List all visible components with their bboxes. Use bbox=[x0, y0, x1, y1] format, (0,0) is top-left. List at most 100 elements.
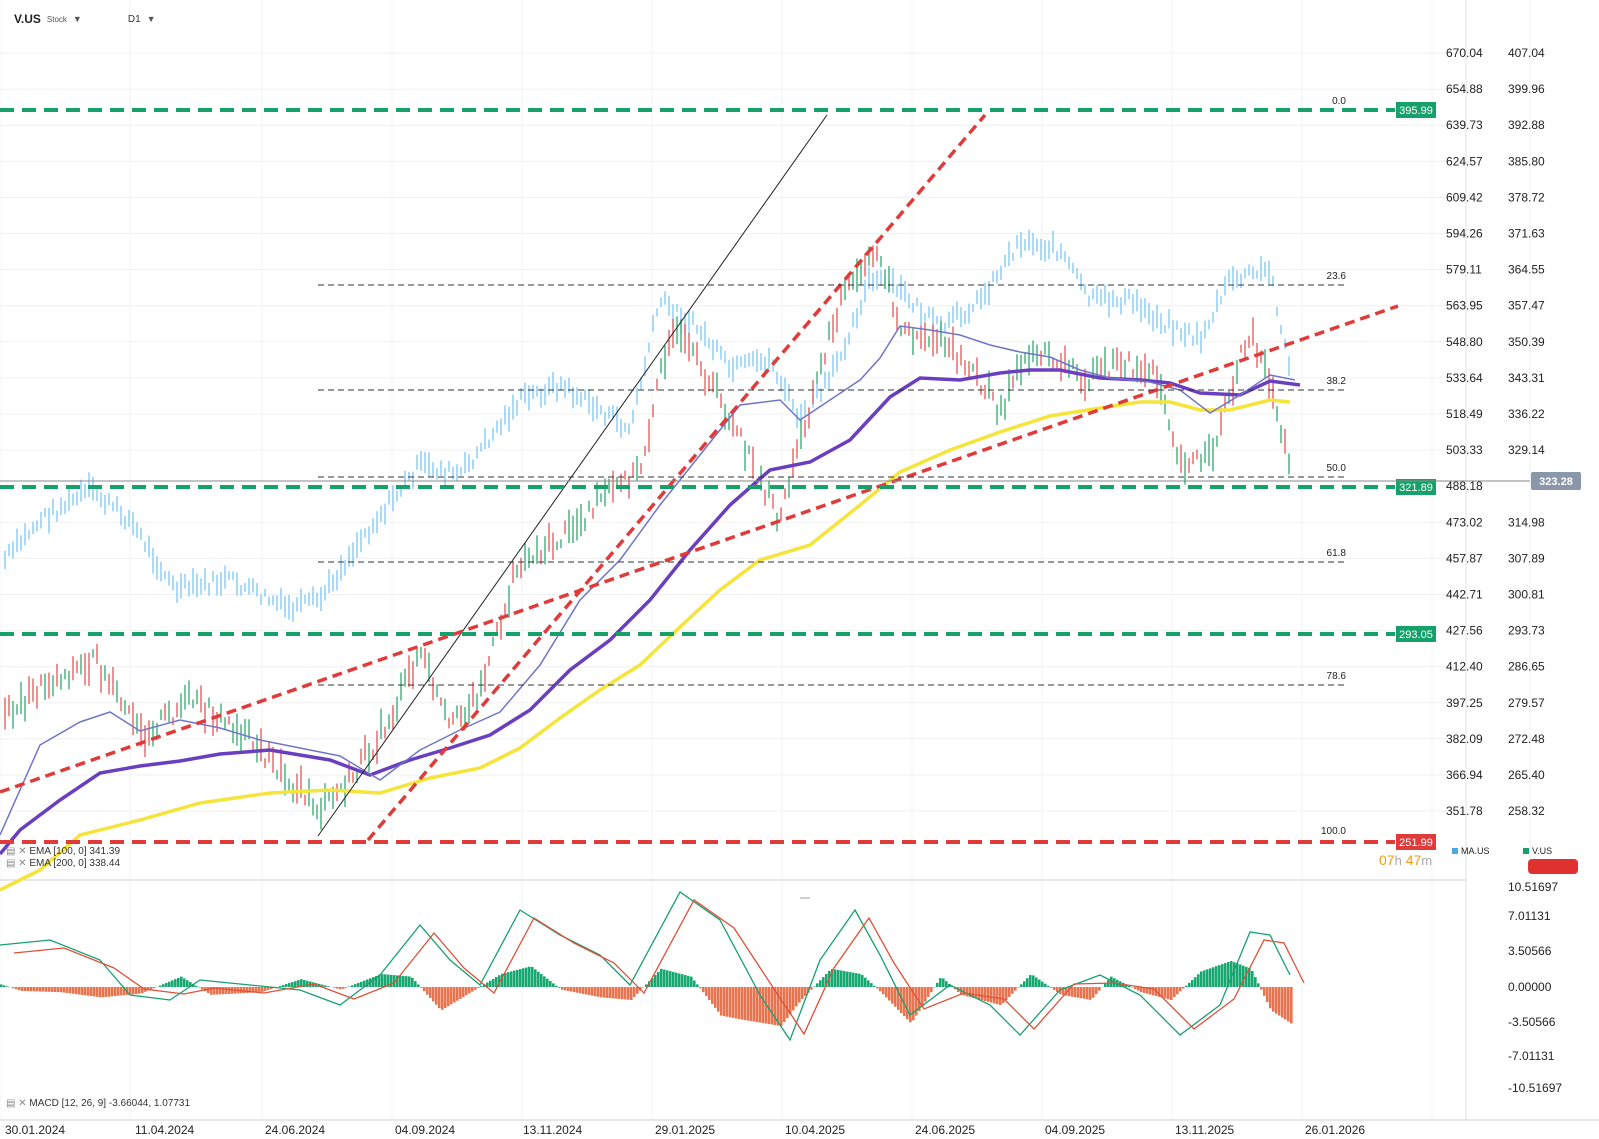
price-tick-label-secondary: 399.96 bbox=[1508, 82, 1545, 96]
price-tick-label: 397.25 bbox=[1446, 696, 1483, 710]
ema-100-line bbox=[0, 368, 1301, 856]
macd-axis: 10.51697 7.01131 3.50566 0.00000 -3.50566 -7.… bbox=[1508, 880, 1562, 1095]
fib-label: 38.2 bbox=[1327, 376, 1347, 387]
price-tick-label: 518.49 bbox=[1446, 407, 1483, 421]
fib-label: 23.6 bbox=[1327, 271, 1347, 282]
price-tick-label: 533.64 bbox=[1446, 371, 1483, 385]
price-tick-label-secondary: 307.89 bbox=[1508, 551, 1545, 565]
date-tick-label: 26.01.2026 bbox=[1305, 1123, 1365, 1137]
date-tick-label: 04.09.2025 bbox=[1045, 1123, 1105, 1137]
level-price-badge bbox=[1396, 626, 1436, 642]
candles bbox=[4, 229, 1290, 830]
price-tick-label-secondary: 343.31 bbox=[1508, 371, 1545, 385]
price-tick-label: 382.09 bbox=[1446, 732, 1483, 746]
macd-pane bbox=[0, 891, 1305, 1042]
price-tick-label-secondary: 258.32 bbox=[1508, 804, 1545, 818]
macd-tick-label: -7.01131 bbox=[1508, 1049, 1555, 1063]
price-tick-label-secondary: 378.72 bbox=[1508, 190, 1545, 204]
price-tick-label-secondary: 392.88 bbox=[1508, 118, 1545, 132]
price-tick-label-secondary: 329.14 bbox=[1508, 443, 1545, 457]
price-tick-label: 412.40 bbox=[1446, 660, 1483, 674]
macd-tick-label: -10.51697 bbox=[1508, 1081, 1562, 1095]
price-tick-label: 624.57 bbox=[1446, 154, 1483, 168]
date-tick-label: 24.06.2025 bbox=[915, 1123, 975, 1137]
level-price-label: 293.05 bbox=[1399, 629, 1433, 641]
ema-200-line bbox=[0, 398, 1291, 892]
horizontal-levels[interactable]: 395.99 321.89 293.05 251.99 bbox=[0, 102, 1436, 850]
trend-line-red-steep bbox=[366, 113, 987, 842]
price-tick-label-secondary: 314.98 bbox=[1508, 515, 1545, 529]
date-tick-label: 04.09.2024 bbox=[395, 1123, 455, 1137]
price-tick-label: 488.18 bbox=[1446, 479, 1483, 493]
price-axis-primary: 670.04 654.88 639.73 624.57 609.42 594.26 579.… bbox=[1446, 46, 1483, 818]
level-price-badge bbox=[1396, 834, 1436, 850]
sell-indicator[interactable] bbox=[1528, 859, 1578, 874]
price-tick-label-secondary: 357.47 bbox=[1508, 299, 1545, 313]
grid bbox=[0, 0, 1466, 1120]
symbol-label[interactable]: V.US bbox=[14, 12, 41, 26]
price-tick-label: 670.04 bbox=[1446, 46, 1483, 60]
date-tick-label: 30.01.2024 bbox=[5, 1123, 65, 1137]
close-icon[interactable]: ▤ ✕ bbox=[6, 1098, 30, 1109]
price-tick-label: 351.78 bbox=[1446, 804, 1483, 818]
date-tick-label: 11.04.2024 bbox=[135, 1123, 194, 1137]
price-tick-label: 609.42 bbox=[1446, 190, 1483, 204]
macd-tick-label: 7.01131 bbox=[1508, 909, 1551, 923]
price-tick-label: 442.71 bbox=[1446, 588, 1483, 602]
ema-legend: ▤ ✕ EMA [100, 0] 341.39 ▤ ✕ EMA [200, 0]… bbox=[6, 846, 120, 870]
date-tick-label: 13.11.2025 bbox=[1175, 1123, 1234, 1137]
macd-tick-label: 0.00000 bbox=[1508, 980, 1552, 994]
level-price-label: 395.99 bbox=[1399, 105, 1433, 117]
price-tick-label-secondary: 364.55 bbox=[1508, 263, 1545, 277]
ma-color-icon bbox=[1452, 848, 1458, 854]
symbol-color-icon bbox=[1523, 848, 1529, 854]
close-icon[interactable]: ▤ ✕ bbox=[6, 858, 30, 869]
level-price-label: 251.99 bbox=[1399, 837, 1433, 849]
ma-legend[interactable]: MA.US bbox=[1452, 846, 1490, 856]
price-tick-label-secondary: 350.39 bbox=[1508, 335, 1545, 349]
ema-legend-item[interactable]: ▤ ✕ EMA [200, 0] 338.44 bbox=[6, 858, 121, 869]
fib-label: 0.0 bbox=[1332, 96, 1346, 107]
fib-label: 78.6 bbox=[1327, 671, 1347, 682]
date-tick-label: 10.04.2025 bbox=[785, 1123, 845, 1137]
price-tick-label: 427.56 bbox=[1446, 624, 1483, 638]
fib-label: 61.8 bbox=[1327, 548, 1347, 559]
price-tick-label-secondary: 265.40 bbox=[1508, 768, 1545, 782]
trend-line-red-low bbox=[0, 304, 1399, 794]
price-tick-label-secondary: 286.65 bbox=[1508, 660, 1545, 674]
price-tick-label-secondary: 279.57 bbox=[1508, 696, 1545, 710]
price-tick-label-secondary: 407.04 bbox=[1508, 46, 1545, 60]
current-price-label: 323.28 bbox=[1539, 476, 1573, 488]
price-tick-label: 366.94 bbox=[1446, 768, 1483, 782]
ema-50-line bbox=[0, 325, 1296, 836]
price-tick-label: 473.02 bbox=[1446, 515, 1483, 529]
price-tick-label-secondary: 385.80 bbox=[1508, 154, 1545, 168]
price-axis-secondary: 407.04 399.96 392.88 385.80 378.72 371.63 364.… bbox=[1508, 46, 1545, 818]
close-icon[interactable]: ▤ ✕ bbox=[6, 846, 30, 857]
macd-tick-label: 10.51697 bbox=[1508, 880, 1558, 894]
instrument-type: Stock bbox=[46, 14, 67, 24]
timeframe-dropdown-icon[interactable]: ▼ bbox=[146, 14, 156, 24]
price-tick-label-secondary: 293.73 bbox=[1508, 624, 1545, 638]
price-tick-label: 654.88 bbox=[1446, 82, 1483, 96]
symbol-dropdown-icon[interactable]: ▼ bbox=[72, 14, 82, 24]
level-price-badge bbox=[1396, 479, 1436, 495]
macd-legend[interactable]: ▤ ✕ MACD [12, 26, 9] -3.66044, 1.07731 bbox=[6, 1098, 191, 1109]
price-tick-label: 579.11 bbox=[1446, 263, 1482, 277]
chart-header: V.US Stock ▼ D1 ▼ bbox=[14, 8, 156, 30]
level-price-badge bbox=[1396, 102, 1436, 118]
price-tick-label-secondary: 272.48 bbox=[1508, 732, 1545, 746]
macd-tick-label: 3.50566 bbox=[1508, 944, 1552, 958]
price-tick-label: 639.73 bbox=[1446, 118, 1483, 132]
date-axis: 30.01.2024 11.04.2024 24.06.2024 04.09.2024… bbox=[5, 1123, 1365, 1137]
price-tick-label: 548.80 bbox=[1446, 335, 1483, 349]
fib-label: 50.0 bbox=[1327, 463, 1347, 474]
fib-label: 100.0 bbox=[1321, 826, 1346, 837]
ema-legend-item[interactable]: ▤ ✕ EMA [100, 0] 341.39 bbox=[6, 846, 121, 857]
timeframe-label[interactable]: D1 bbox=[127, 13, 141, 25]
trend-line-black bbox=[317, 114, 828, 837]
symbol-legend[interactable]: V.US bbox=[1523, 846, 1552, 856]
price-tick-label: 594.26 bbox=[1446, 227, 1483, 241]
candle-countdown: 07h 47m bbox=[1379, 852, 1433, 868]
